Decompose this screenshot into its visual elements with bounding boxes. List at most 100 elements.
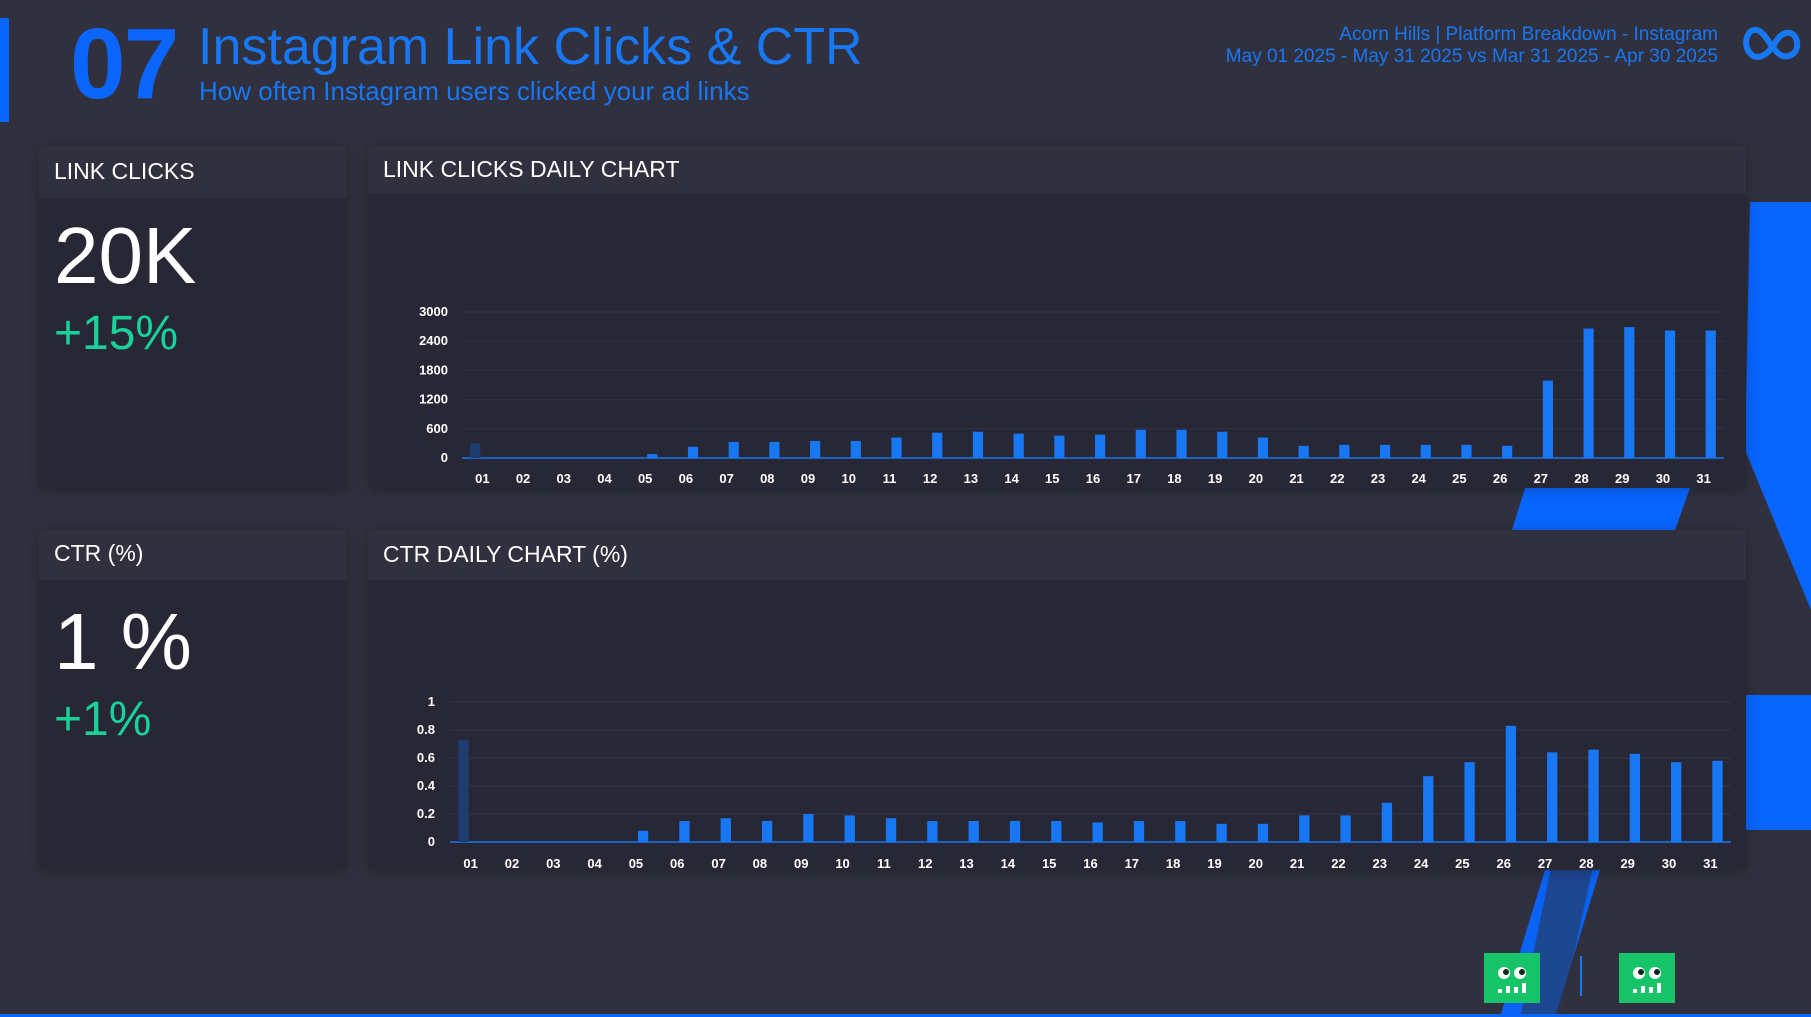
bar-current-30	[1664, 330, 1676, 458]
decor-stripe	[1512, 488, 1690, 530]
slide-number: 07	[70, 8, 179, 120]
brand-logo-icon	[1498, 967, 1526, 993]
y-tick-label: 0.8	[417, 722, 435, 737]
x-tick-label: 30	[1656, 471, 1670, 486]
bar-current-08	[761, 821, 773, 842]
bar-current-27	[1547, 752, 1558, 842]
x-tick-label: 05	[629, 856, 643, 870]
bar-current-23	[1381, 802, 1393, 842]
bar-current-15	[1054, 435, 1065, 458]
bar-current-26	[1505, 725, 1517, 842]
bar-current-31	[1705, 330, 1716, 458]
bar-current-11	[891, 437, 902, 458]
x-tick-label: 29	[1620, 856, 1634, 870]
ctr-kpi-label: CTR (%)	[54, 540, 144, 566]
y-tick-label: 2400	[419, 333, 448, 348]
bar-current-18	[1175, 821, 1186, 842]
x-tick-label: 16	[1086, 471, 1100, 486]
y-tick-label: 1800	[419, 362, 448, 377]
link-clicks-chart-panel: LINK CLICKS DAILY CHART 3000 2400 1800 1200…	[368, 146, 1746, 488]
bar-current-24	[1420, 444, 1431, 458]
bar-current-31	[1712, 760, 1723, 842]
x-tick-label: 28	[1579, 856, 1593, 870]
x-tick-label: 23	[1373, 856, 1387, 870]
x-tick-label: 26	[1493, 471, 1507, 486]
bar-current-25	[1461, 444, 1472, 458]
x-tick-label: 21	[1290, 856, 1304, 870]
bar-current-22	[1339, 444, 1350, 458]
x-tick-label: 14	[1004, 471, 1019, 486]
bar-current-28	[1588, 749, 1599, 842]
y-tick-label: 0	[441, 450, 448, 465]
bar-current-11	[885, 818, 897, 842]
bar-current-12	[927, 821, 938, 842]
x-tick-label: 15	[1042, 856, 1056, 870]
bar-current-21	[1299, 815, 1310, 842]
bar-current-06	[679, 821, 690, 842]
ctr-chart-panel: CTR DAILY CHART (%) 1 0.8 0.6 0.4 0.2 0 01 02 03…	[368, 530, 1746, 870]
bar-current-09	[803, 814, 814, 842]
x-tick-label: 22	[1330, 471, 1344, 486]
bar-current-29	[1629, 753, 1641, 842]
bar-current-08	[769, 441, 780, 458]
x-tick-label: 09	[801, 471, 815, 486]
bar-current-12	[932, 432, 943, 458]
x-tick-label: 20	[1249, 471, 1263, 486]
date-range-line: May 01 2025 - May 31 2025 vs Mar 31 2025…	[1225, 45, 1718, 67]
x-tick-label: 10	[835, 856, 849, 870]
bar-current-10	[844, 815, 855, 842]
meta-logo-icon	[1743, 26, 1801, 60]
link-clicks-chart-header: LINK CLICKS DAILY CHART	[368, 146, 1746, 194]
x-tick-label: 06	[670, 856, 684, 870]
x-tick-label: 20	[1249, 856, 1263, 870]
link-clicks-kpi-header: LINK CLICKS	[39, 146, 347, 198]
ctr-kpi-header: CTR (%)	[39, 530, 347, 580]
ctr-chart-header: CTR DAILY CHART (%)	[368, 530, 1746, 580]
x-tick-label: 19	[1208, 471, 1222, 486]
x-tick-label: 25	[1455, 856, 1469, 870]
x-tick-label: 01	[463, 856, 477, 870]
y-tick-label: 0	[428, 834, 435, 849]
bar-current-07	[720, 818, 731, 842]
x-tick-label: 29	[1615, 471, 1629, 486]
bar-current-22	[1340, 815, 1351, 842]
x-tick-label: 07	[711, 856, 725, 870]
bar-current-07	[728, 441, 739, 458]
bar-current-18	[1176, 429, 1187, 458]
decor-stripe	[1745, 202, 1811, 610]
bar-previous-01	[470, 443, 481, 458]
ctr-chart: 1 0.8 0.6 0.4 0.2 0 01 02 03 04 05 06 07 08 09 10 11 12 13…	[417, 694, 1731, 870]
bar-current-27	[1542, 380, 1553, 458]
link-clicks-kpi-label: LINK CLICKS	[54, 158, 195, 184]
x-tick-label: 27	[1534, 471, 1548, 486]
bar-current-20	[1257, 437, 1269, 458]
bar-current-05	[637, 830, 649, 842]
bar-previous-01	[458, 739, 469, 842]
y-tick-label: 600	[426, 421, 448, 436]
x-tick-label: 07	[719, 471, 733, 486]
x-tick-label: 04	[587, 856, 602, 870]
brand-logo-right	[1619, 953, 1675, 1003]
bar-current-14	[1013, 433, 1024, 458]
x-tick-label: 12	[923, 471, 937, 486]
bar-current-19	[1217, 431, 1228, 458]
x-tick-label: 02	[516, 471, 530, 486]
bar-current-23	[1379, 444, 1391, 458]
x-tick-label: 08	[760, 471, 774, 486]
x-tick-label: 24	[1411, 471, 1426, 486]
bar-current-13	[972, 431, 984, 458]
x-tick-label: 25	[1452, 471, 1466, 486]
x-tick-label: 19	[1207, 856, 1221, 870]
x-tick-label: 18	[1167, 471, 1181, 486]
link-clicks-chart: 3000 2400 1800 1200 600 0 01 02 03 04 05 06 07 08 09 10…	[419, 304, 1724, 486]
link-clicks-kpi-card: LINK CLICKS 20K +15%	[39, 146, 347, 488]
bar-current-13	[968, 821, 979, 842]
bar-current-28	[1583, 328, 1594, 458]
accent-bar	[0, 18, 9, 122]
brand-logo-icon	[1633, 967, 1661, 993]
bar-current-25	[1464, 762, 1475, 842]
bar-current-24	[1423, 776, 1434, 842]
bar-current-16	[1092, 822, 1103, 842]
link-clicks-change: +15%	[54, 307, 179, 360]
x-tick-label: 22	[1331, 856, 1345, 870]
